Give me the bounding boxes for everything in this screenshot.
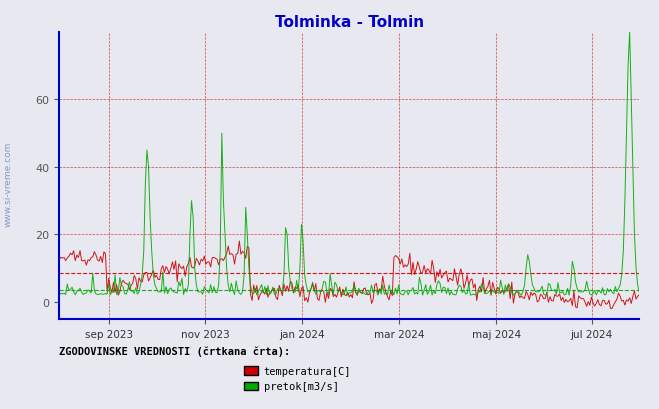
Text: temperatura[C]: temperatura[C] [264, 366, 351, 376]
Title: Tolminka - Tolmin: Tolminka - Tolmin [275, 15, 424, 30]
Text: pretok[m3/s]: pretok[m3/s] [264, 382, 339, 391]
Text: www.si-vreme.com: www.si-vreme.com [3, 142, 13, 227]
Text: ZGODOVINSKE VREDNOSTI (črtkana črta):: ZGODOVINSKE VREDNOSTI (črtkana črta): [59, 345, 291, 356]
